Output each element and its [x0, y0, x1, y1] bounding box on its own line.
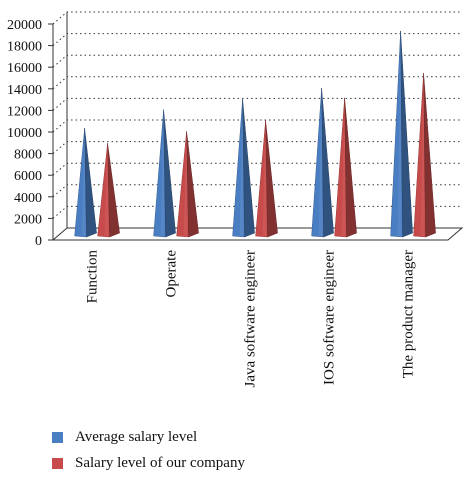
y-tick-label: 12000 — [7, 104, 42, 119]
y-tick-label: 0 — [35, 234, 42, 249]
x-tick-label: The product manager — [401, 250, 417, 378]
legend-label-company: Salary level of our company — [75, 454, 245, 471]
x-tick-label: Function — [85, 250, 101, 304]
y-tick-label: 4000 — [14, 191, 42, 206]
x-tick-label: Operate — [164, 250, 180, 298]
legend: Average salary level Salary level of our… — [52, 424, 245, 476]
gridline — [52, 11, 462, 25]
bar-company-0 — [97, 143, 120, 238]
y-tick-label: 2000 — [14, 212, 42, 227]
y-tick-label: 10000 — [7, 126, 42, 141]
y-tick-label: 6000 — [14, 169, 42, 184]
y-tick-label: 8000 — [14, 148, 42, 163]
bar-company-1 — [176, 131, 199, 238]
x-tick-label: IOS software engineer — [322, 250, 338, 385]
bar-company-3 — [334, 97, 357, 238]
legend-swatch-company — [52, 457, 63, 469]
bar-average-4 — [390, 30, 413, 238]
bar-company-4 — [413, 73, 436, 238]
y-tick-label: 20000 — [7, 18, 42, 33]
legend-item-company: Salary level of our company — [52, 450, 245, 476]
legend-item-average: Average salary level — [52, 424, 245, 450]
y-tick-label: 16000 — [7, 61, 42, 76]
bar-average-3 — [311, 88, 334, 238]
y-axis-ticks: 0 2000 4000 6000 8000 10000 12000 14000 16000 180… — [7, 18, 53, 249]
bar-average-1 — [153, 109, 176, 238]
bar-average-0 — [74, 128, 97, 238]
bars — [74, 30, 436, 238]
bar-company-2 — [255, 120, 278, 238]
y-tick-label: 18000 — [7, 40, 42, 55]
x-axis-labels: Function Operate Java software engineer IOS… — [85, 250, 417, 388]
x-tick-label: Java software engineer — [243, 250, 259, 387]
y-tick-label: 14000 — [7, 83, 42, 98]
legend-swatch-average — [52, 431, 63, 443]
legend-label-average: Average salary level — [75, 428, 198, 445]
bar-average-2 — [232, 98, 255, 238]
